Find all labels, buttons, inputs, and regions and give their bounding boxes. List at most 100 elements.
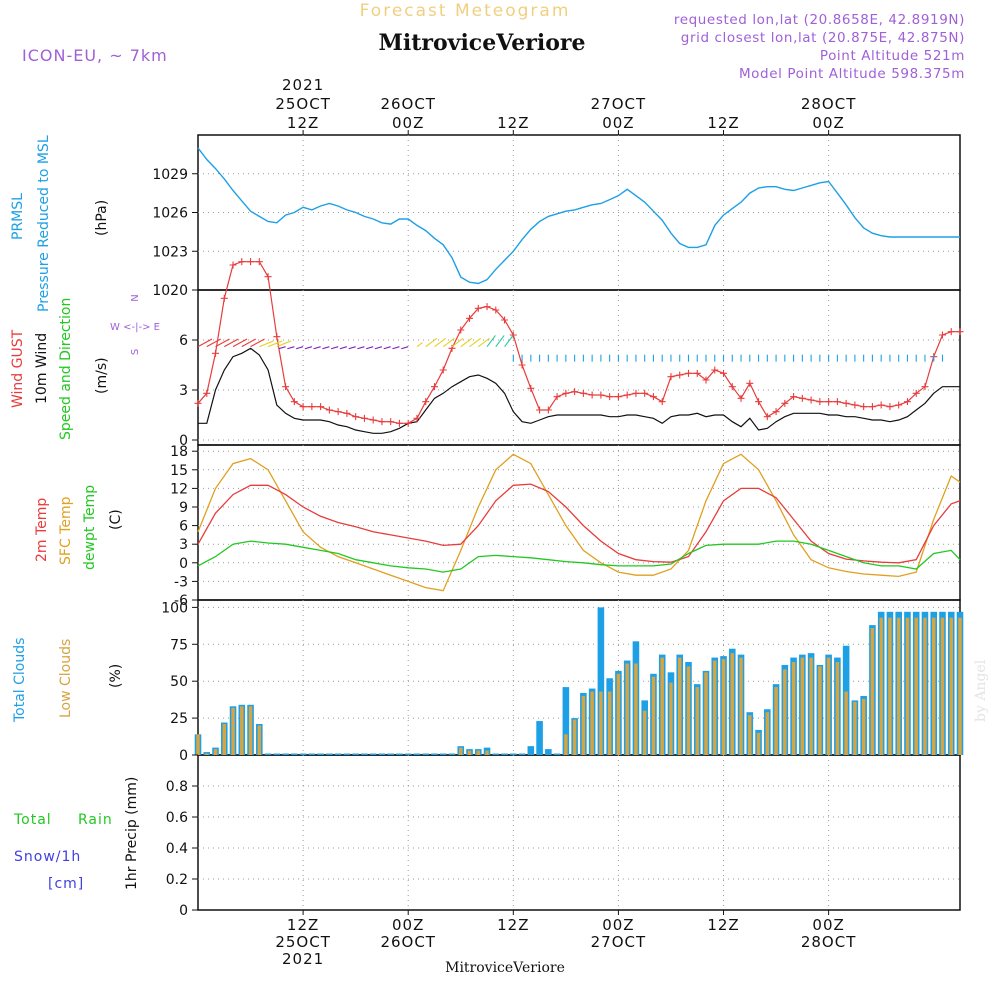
total-cloud-bar [439,753,447,755]
y-tick-label: 0.6 [166,810,188,826]
low-cloud-bar [844,691,848,755]
gust-marker [264,273,272,281]
gust-marker [614,393,622,401]
y-tick-label: 0 [179,748,188,764]
precip-snow-label: Snow/1h [14,849,81,865]
gust-marker [798,394,806,402]
low-cloud-bar [931,617,936,755]
low-cloud-bar [818,666,822,755]
gust-marker [387,418,395,426]
low-cloud-bar [940,617,945,755]
wind-arrow [434,337,447,348]
precip-unit-label: 1hr Precip (mm) [124,777,140,890]
low-cloud-bar [783,669,787,755]
top-time-label: 12Z [707,114,739,132]
low-cloud-bar [599,691,603,755]
low-cloud-bar [958,617,962,755]
low-cloud-bar [205,753,209,755]
gust-marker [903,398,911,406]
gust-marker [947,328,955,336]
total-clouds-label: Total Clouds [12,638,28,723]
low-cloud-bar [634,663,638,755]
low-cloud-bar [564,734,568,755]
y-tick-label: 1026 [152,206,188,222]
low-cloud-bar [677,657,682,755]
bottom-time-label: 26OCT [380,933,436,951]
total-cloud-bar [492,753,500,755]
low-cloud-bar [756,732,761,755]
low-cloud-bar [791,662,796,755]
gust-marker [772,408,780,416]
wind-arrow [383,346,391,350]
bottom-time-label: 28OCT [801,933,857,951]
total-cloud-bar [308,753,316,755]
y-tick-label: 12 [170,481,188,497]
gust-marker [553,393,561,401]
wind-arrow [241,338,257,348]
total-cloud-bar [536,721,543,755]
total-cloud-bar [343,753,351,755]
gust-marker [536,406,544,414]
gust-marker [395,419,403,427]
low-cloud-bar [590,691,594,755]
wind-arrow [495,335,505,347]
low-cloud-bar [669,682,673,755]
low-cloud-bar [896,617,901,755]
pressure-long-label: Pressure Reduced to MSL [36,135,52,312]
low-cloud-bar [695,687,699,755]
gust-marker [466,314,474,322]
gust-marker [439,366,447,374]
precip-rain-label: Rain [78,812,113,828]
gust-marker [623,391,631,399]
total-cloud-bar [396,753,403,755]
low-cloud-bar [231,707,235,755]
gust-marker [238,258,246,266]
temp-2m-line [197,483,961,564]
gust-marker [684,369,692,377]
wind-arrow [259,340,274,348]
compass-we-label: W <-|-> E [110,322,160,333]
y-tick-label: 100 [161,600,188,616]
gust-marker [378,418,386,426]
gust-marker [308,403,316,411]
low-cloud-bar [704,672,708,755]
bottom-time-label: 12Z [497,916,529,934]
low-cloud-bar [686,666,691,755]
low-cloud-bar [240,706,244,755]
temp-panel-frame [197,444,961,601]
gust-marker [483,303,491,311]
temp-unit-label: (C) [108,509,124,530]
y-tick-label: 3 [179,537,188,553]
low-cloud-bar [467,750,472,755]
sfc-temp-line [197,453,961,592]
top-time-label: 26OCT [380,95,436,113]
y-tick-label: 25 [170,711,188,727]
total-cloud-bar [378,753,386,755]
y-tick-label: 0 [179,433,188,449]
low-cloud-bar [800,657,805,755]
gust-marker [728,383,736,391]
low-cloud-bar [765,712,770,755]
low-cloud-bar [651,676,656,755]
gust-marker [220,294,228,302]
wind-arrow [504,335,514,347]
gust-marker [194,399,202,407]
gust-marker [299,403,307,411]
low-clouds-label: Low Clouds [58,639,74,718]
total-cloud-bar [317,753,324,755]
gust-marker [247,258,255,266]
low-cloud-bar [713,660,717,755]
wind-arrow [304,346,313,350]
gust-marker [474,304,482,312]
y-tick-label: 75 [170,637,188,653]
gust-marker [422,398,430,406]
wind-arrow [366,346,374,350]
y-tick-label: 0 [179,556,188,572]
total-cloud-bar [545,749,552,755]
low-cloud-bar [581,695,586,755]
closest-coords: grid closest lon,lat (20.875E, 42.875N) [681,30,965,46]
gust-marker [807,396,815,404]
